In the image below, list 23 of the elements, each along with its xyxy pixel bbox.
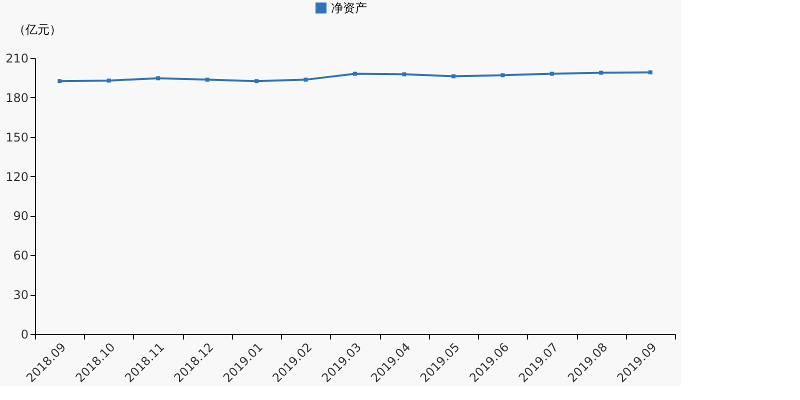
point — [254, 79, 259, 84]
point — [648, 70, 652, 74]
y-tick-label: 30 — [13, 288, 28, 302]
point — [500, 73, 505, 78]
point — [304, 78, 308, 82]
point — [156, 76, 160, 80]
y-tick-label: 210 — [6, 52, 28, 66]
point — [353, 72, 357, 76]
y-tick-label: 0 — [20, 328, 28, 342]
point — [402, 72, 406, 76]
point — [599, 70, 604, 75]
legend-label: 净资产 — [331, 1, 367, 15]
point — [550, 72, 554, 76]
point — [106, 78, 111, 83]
y-tick-label: 180 — [6, 90, 28, 105]
point — [205, 78, 210, 82]
y-tick-label: 150 — [6, 130, 28, 144]
point — [58, 79, 62, 84]
y-tick-label: 60 — [13, 248, 28, 263]
y-tick-label: 90 — [13, 209, 28, 224]
y-tick-label: 120 — [6, 170, 28, 184]
y-axis-title: （亿元） — [14, 22, 62, 36]
point — [451, 74, 456, 78]
